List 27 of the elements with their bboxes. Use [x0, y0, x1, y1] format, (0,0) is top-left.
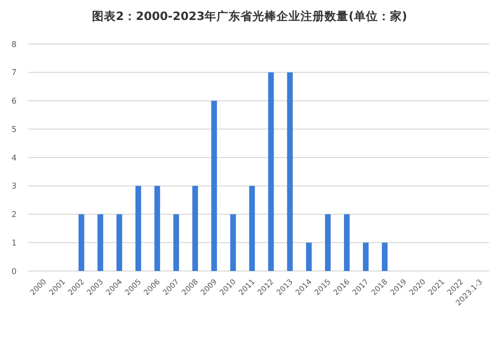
y-tick-label: 0: [11, 266, 17, 276]
bar: [230, 214, 236, 271]
bar: [344, 214, 350, 271]
bar: [362, 242, 369, 271]
bar: [135, 186, 142, 271]
y-tick-label: 7: [11, 68, 17, 78]
chart-title: 图表2：2000-2023年广东省光棒企业注册数量(单位：家): [92, 9, 408, 23]
bar: [306, 242, 312, 271]
bar: [268, 72, 274, 271]
bar: [78, 214, 84, 271]
bar: [173, 214, 180, 271]
y-tick-label: 3: [11, 182, 17, 191]
y-tick-label: 2: [11, 210, 17, 220]
bar: [287, 72, 293, 271]
bar: [116, 214, 122, 271]
y-tick-label: 6: [11, 96, 17, 106]
bar: [249, 186, 255, 271]
y-tick-label: 4: [11, 153, 17, 162]
y-tick-label: 1: [11, 238, 17, 248]
bar: [154, 186, 160, 271]
y-tick-label: 5: [11, 124, 17, 134]
bar: [382, 242, 388, 271]
bar: [211, 100, 217, 271]
y-tick-label: 8: [11, 40, 17, 49]
bar: [325, 214, 331, 271]
bar: [98, 214, 104, 271]
bar: [192, 186, 198, 271]
